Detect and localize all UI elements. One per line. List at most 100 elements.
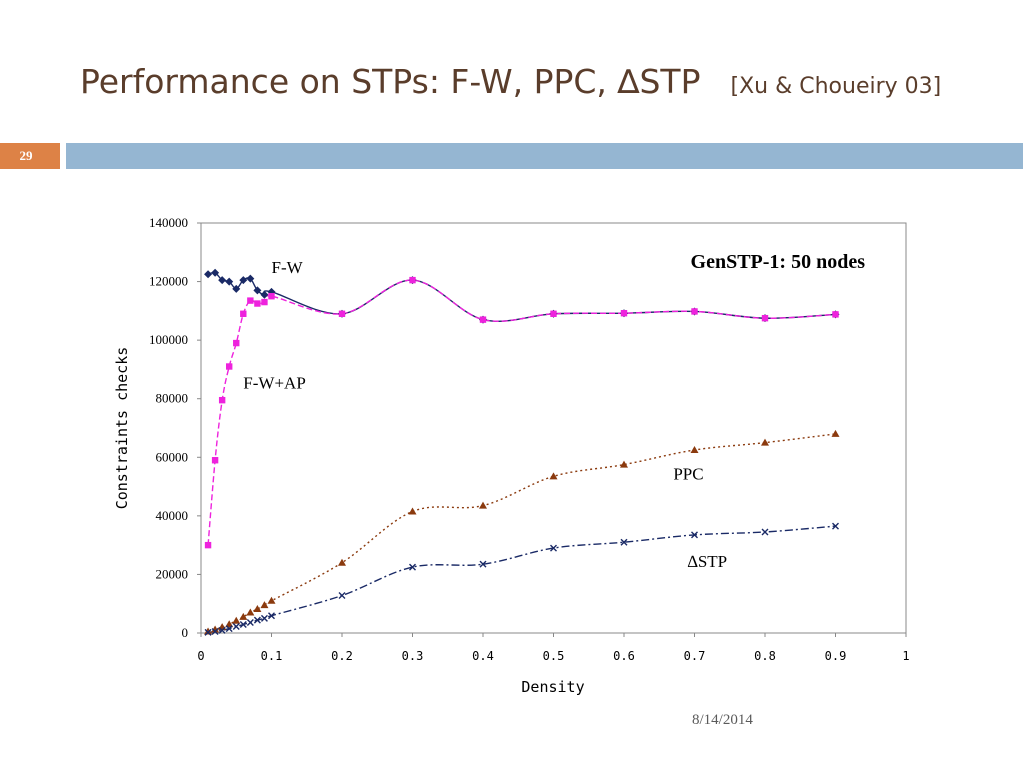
x-tick-label: 0.5 [543, 649, 565, 663]
chart-title: GenSTP-1: 50 nodes [691, 251, 866, 273]
data-point-x [832, 522, 839, 530]
x-tick-label: 0 [197, 649, 204, 663]
data-point-square [240, 310, 247, 317]
data-point-square [620, 310, 628, 317]
data-point-square [233, 339, 240, 347]
data-point-square [226, 363, 233, 370]
data-point-x [239, 621, 247, 629]
x-tick-label: 0.8 [754, 649, 776, 663]
data-point-diamond [253, 286, 262, 295]
data-point-triangle [479, 501, 487, 509]
y-axis-label: Constraints checks [113, 347, 131, 510]
series-line-0 [207, 271, 836, 322]
x-tick-label: 0.7 [684, 649, 706, 663]
data-point-x [620, 538, 628, 546]
data-point-square [254, 300, 261, 307]
x-tick-label: 0.2 [331, 649, 353, 663]
data-point-square [247, 297, 254, 304]
data-point-triangle [225, 620, 234, 628]
x-tick-label: 0.9 [825, 649, 847, 663]
data-point-triangle [549, 472, 558, 480]
data-point-x [260, 614, 268, 622]
data-point-triangle [267, 596, 276, 604]
data-point-triangle [253, 604, 262, 612]
y-tick-label: 120000 [149, 274, 188, 289]
series-line-3 [208, 525, 836, 634]
series-annotation: ∆STP [687, 552, 727, 571]
data-point-diamond [218, 276, 227, 285]
data-point-triangle [218, 623, 227, 631]
data-point-triangle [211, 625, 220, 633]
y-tick-label: 80000 [156, 391, 189, 406]
data-point-triangle [761, 438, 769, 446]
y-tick-label: 0 [182, 625, 189, 640]
data-point-x [268, 612, 275, 620]
slide-date: 8/14/2014 [692, 712, 753, 728]
series-markers [204, 268, 840, 636]
data-point-diamond [204, 270, 213, 279]
data-point-square [338, 310, 346, 317]
slide-citation: [Xu & Choueiry 03] [730, 74, 942, 99]
data-point-triangle [204, 627, 213, 635]
y-tick-label: 100000 [149, 332, 188, 347]
series-annotation: F-W+AP [243, 373, 305, 392]
axes: 0 0.1 0.2 0.3 0.4 0.5 0.6 0.7 0.8 0.9 1 0 20000 40000… [149, 215, 910, 663]
data-point-x [550, 544, 557, 552]
data-point-triangle [260, 601, 269, 609]
data-point-square [211, 457, 219, 464]
x-tick-label: 0.3 [402, 649, 424, 663]
x-tick-label: 0.4 [472, 649, 494, 663]
data-point-x [338, 592, 346, 600]
series-annotation: F-W [272, 258, 304, 277]
series-annotation: PPC [673, 464, 703, 483]
data-point-diamond [225, 277, 234, 286]
data-point-triangle [408, 507, 417, 515]
data-point-square [268, 293, 275, 300]
data-point-triangle [246, 608, 255, 616]
header-band [66, 143, 1023, 169]
data-point-x [232, 623, 240, 631]
data-point-x [409, 563, 416, 571]
data-point-x [225, 625, 233, 633]
data-point-square [409, 276, 416, 284]
x-tick-label: 0.1 [261, 649, 283, 663]
data-point-triangle [690, 445, 699, 453]
data-point-x [211, 628, 219, 636]
data-point-diamond [232, 284, 241, 293]
y-tick-label: 20000 [156, 566, 189, 581]
slide-title-row: Performance on STPs: F-W, PPC, ∆STP [Xu &… [80, 62, 941, 101]
x-axis-label: Density [521, 678, 584, 696]
data-point-diamond [239, 276, 248, 285]
annotations: F-W F-W+AP PPC ∆STP [243, 258, 727, 571]
data-point-triangle [338, 558, 346, 566]
data-point-triangle [232, 616, 241, 624]
plot-area-frame [200, 222, 907, 634]
series-line-2 [207, 433, 836, 633]
data-point-diamond [211, 268, 220, 277]
data-point-square [218, 396, 226, 404]
data-point-x [204, 628, 212, 636]
data-point-square [691, 308, 698, 315]
series-lines [207, 271, 836, 634]
data-point-square [204, 541, 212, 549]
data-point-diamond [246, 274, 255, 283]
data-point-triangle [831, 429, 840, 437]
data-point-x [691, 531, 698, 539]
data-point-x [761, 528, 769, 536]
y-tick-label: 40000 [156, 508, 189, 523]
y-tick-label: 140000 [149, 215, 188, 230]
data-point-x [253, 616, 261, 624]
data-point-triangle [239, 612, 248, 620]
data-point-x [218, 626, 226, 634]
slide-number: 29 [19, 148, 33, 163]
data-point-square [761, 314, 769, 322]
data-point-square [550, 310, 557, 317]
data-point-diamond [260, 290, 269, 299]
x-tick-label: 0.6 [613, 649, 635, 663]
data-point-square [261, 298, 268, 306]
data-point-x [246, 618, 254, 626]
slide-title: Performance on STPs: F-W, PPC, ∆STP [80, 62, 701, 101]
data-point-square [479, 316, 487, 323]
slide-number-badge: 29 [0, 143, 60, 169]
